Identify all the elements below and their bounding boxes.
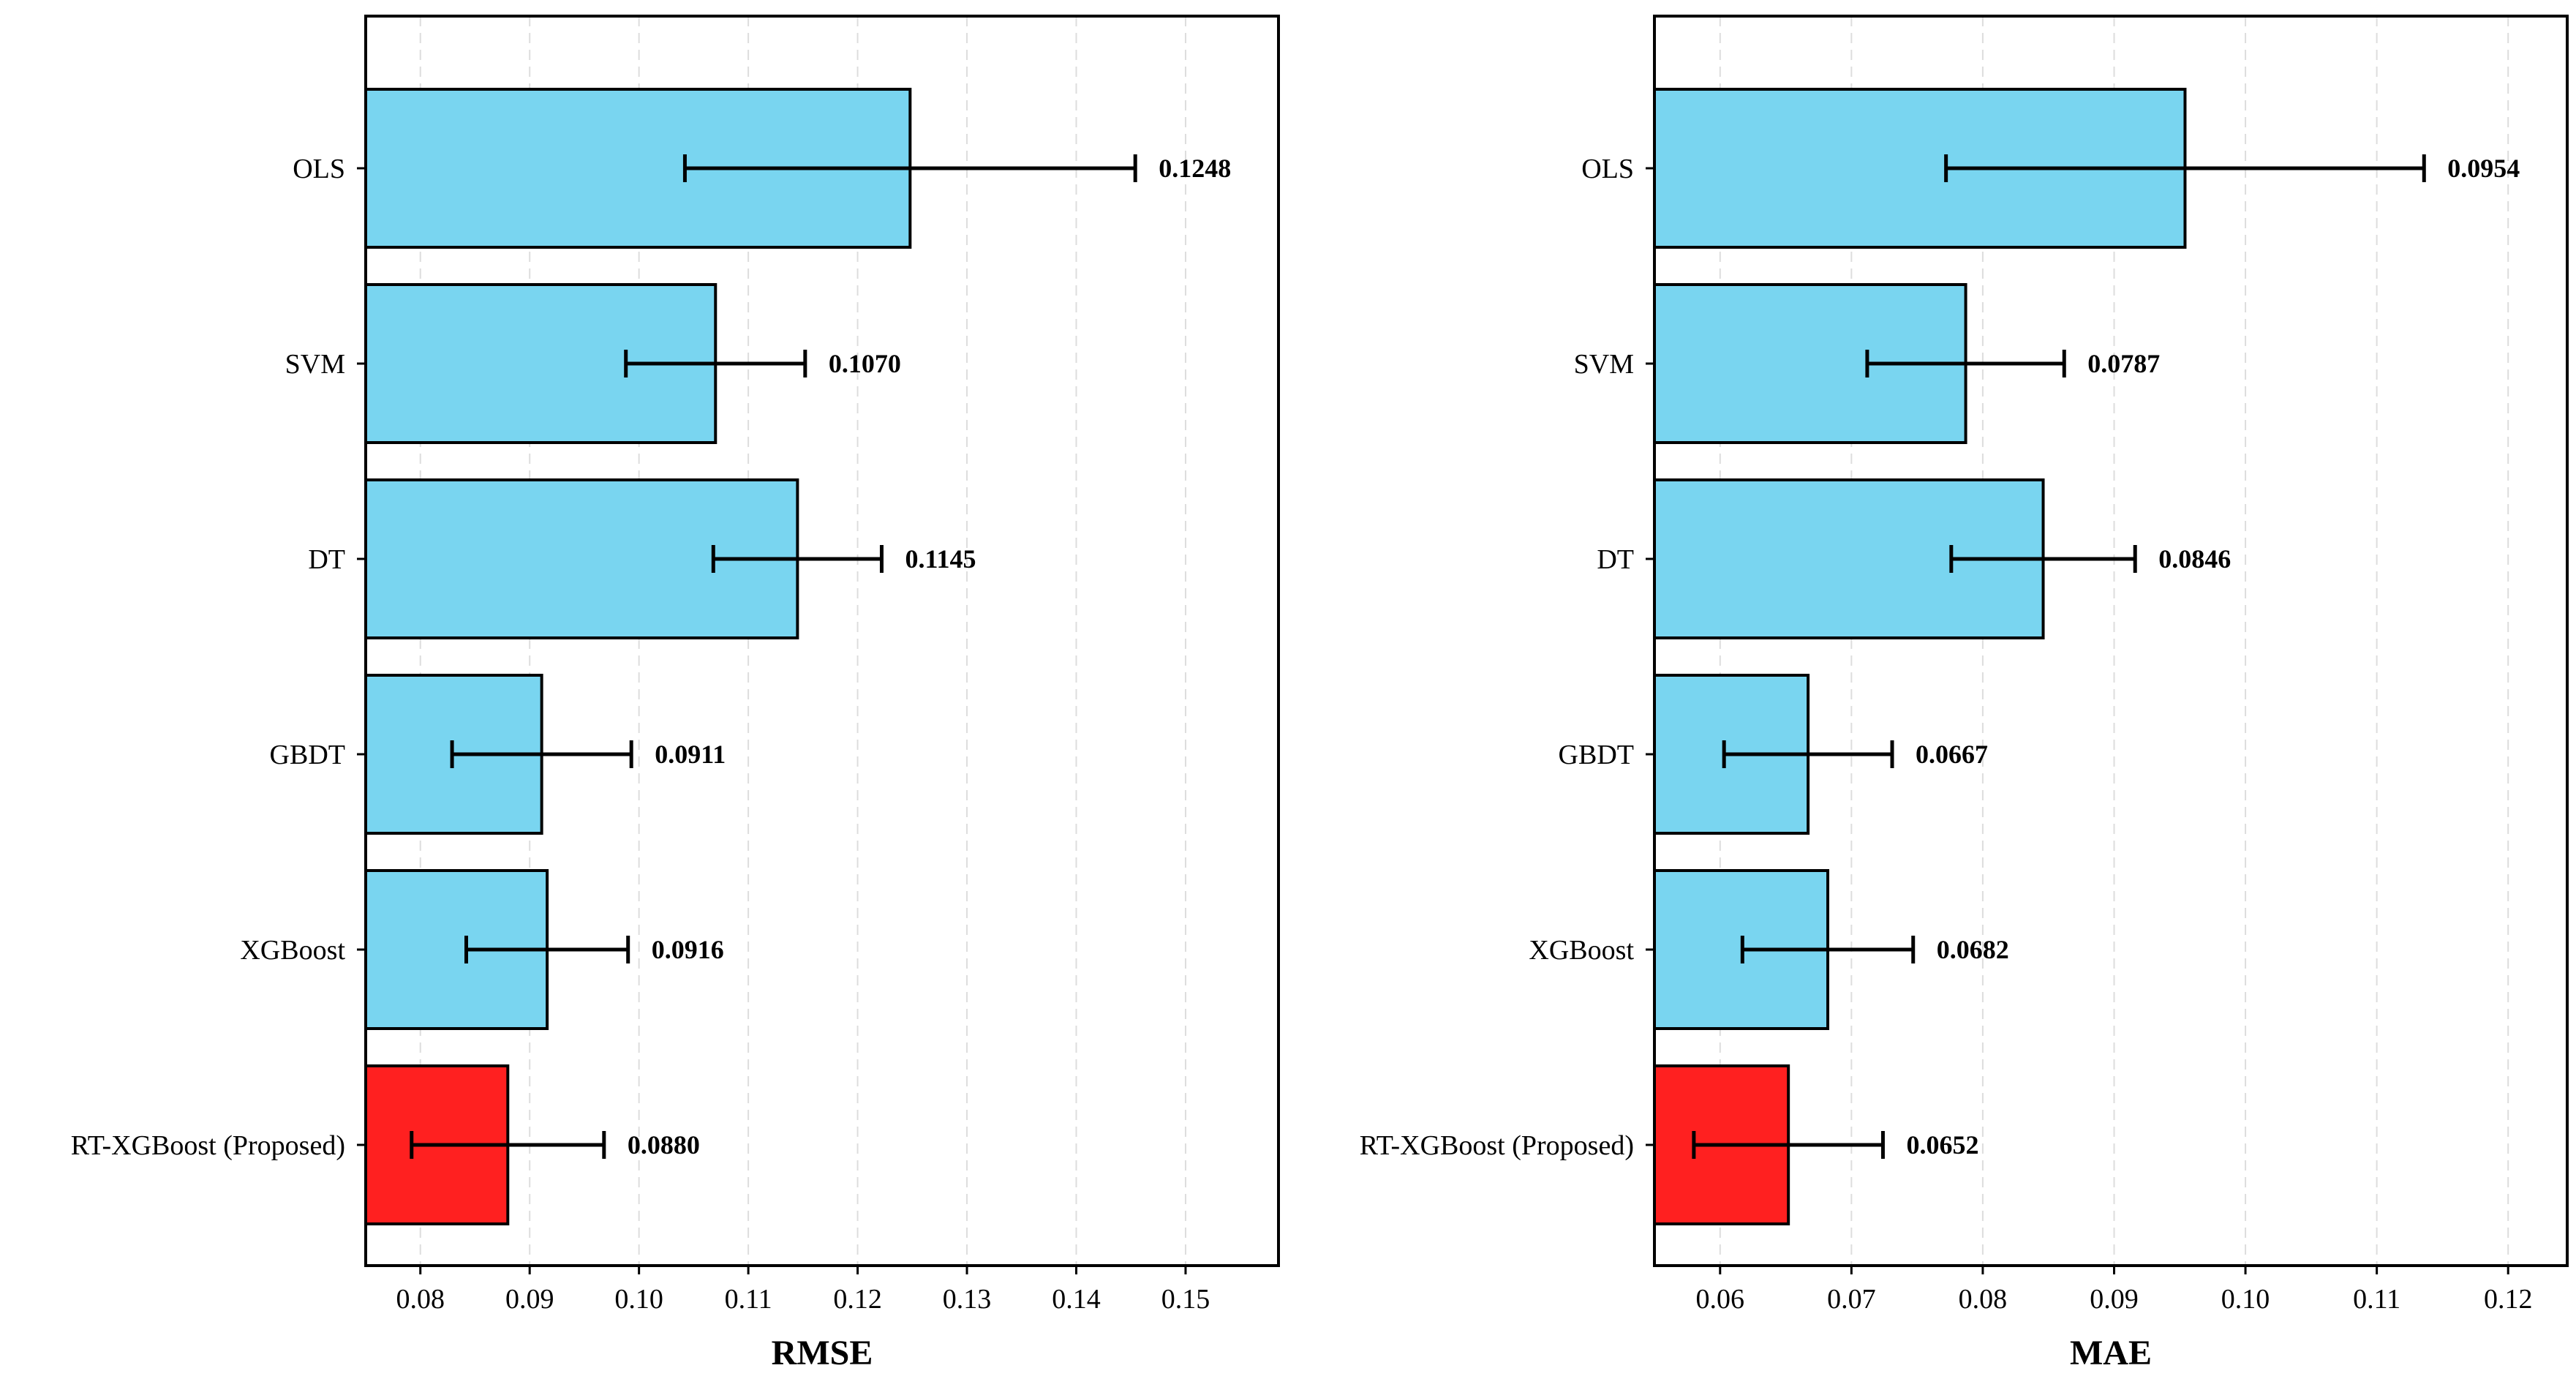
x-tick-label: 0.09 bbox=[2090, 1284, 2139, 1315]
x-tick-label: 0.10 bbox=[2221, 1284, 2270, 1315]
plot-frame bbox=[364, 15, 1280, 1267]
plot-frame bbox=[1653, 15, 2569, 1267]
category-label: RT-XGBoost (Proposed) bbox=[1360, 1130, 1634, 1161]
category-label: GBDT bbox=[270, 740, 345, 770]
value-label: 0.0846 bbox=[2158, 544, 2231, 574]
x-axis-title: RMSE bbox=[772, 1334, 873, 1372]
x-tick-label: 0.12 bbox=[2484, 1284, 2533, 1315]
mae-panel: 0.0954 OLS 0.0787 SVM 0.0846 DT 0.0667 GBDT 0.06… bbox=[1360, 15, 2569, 1372]
value-label: 0.0667 bbox=[1916, 740, 1988, 769]
value-label: 0.0880 bbox=[628, 1130, 700, 1160]
category-label: DT bbox=[1597, 544, 1634, 575]
x-tick-label: 0.11 bbox=[725, 1284, 772, 1315]
value-label: 0.0787 bbox=[2087, 349, 2160, 378]
category-label: GBDT bbox=[1559, 740, 1634, 770]
category-label: SVM bbox=[285, 349, 345, 380]
value-label: 0.0916 bbox=[652, 935, 724, 964]
x-tick-label: 0.13 bbox=[943, 1284, 992, 1315]
value-label: 0.1248 bbox=[1159, 154, 1231, 183]
x-tick-label: 0.09 bbox=[505, 1284, 554, 1315]
value-label: 0.0682 bbox=[1937, 935, 2009, 964]
x-tick-label: 0.07 bbox=[1827, 1284, 1876, 1315]
category-label: SVM bbox=[1574, 349, 1634, 380]
value-label: 0.0652 bbox=[1906, 1130, 1978, 1160]
x-tick-label: 0.12 bbox=[833, 1284, 882, 1315]
x-tick-label: 0.14 bbox=[1052, 1284, 1101, 1315]
x-tick-label: 0.08 bbox=[396, 1284, 445, 1315]
category-label: XGBoost bbox=[1529, 935, 1634, 966]
x-tick-label: 0.06 bbox=[1696, 1284, 1745, 1315]
x-tick-label: 0.11 bbox=[2353, 1284, 2400, 1315]
value-label: 0.1145 bbox=[905, 544, 976, 574]
value-label: 0.0911 bbox=[655, 740, 726, 769]
x-axis-title: MAE bbox=[2070, 1334, 2152, 1372]
value-label: 0.1070 bbox=[829, 349, 901, 378]
category-label: XGBoost bbox=[240, 935, 345, 966]
x-tick-label: 0.10 bbox=[614, 1284, 663, 1315]
category-label: DT bbox=[308, 544, 345, 575]
category-label: OLS bbox=[1581, 154, 1634, 184]
x-tick-label: 0.15 bbox=[1161, 1284, 1210, 1315]
category-label: RT-XGBoost (Proposed) bbox=[71, 1130, 345, 1161]
category-label: OLS bbox=[293, 154, 345, 184]
rmse-panel: 0.1248 OLS 0.1070 SVM 0.1145 DT 0.0911 GBDT 0.09… bbox=[71, 15, 1280, 1372]
x-tick-label: 0.08 bbox=[1959, 1284, 2008, 1315]
value-label: 0.0954 bbox=[2447, 154, 2520, 183]
